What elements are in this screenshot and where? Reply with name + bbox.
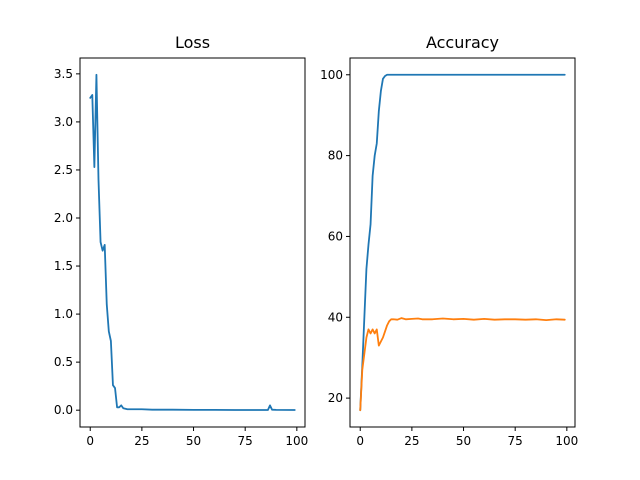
loss-y-tick-label: 2.0: [54, 211, 73, 225]
loss-y-tick-label: 0.5: [54, 355, 73, 369]
accuracy-y-ticks: 20 40 60 80 100: [320, 68, 350, 405]
accuracy-y-tick-label: 40: [328, 310, 343, 324]
loss-series-line-0: [89, 73, 296, 411]
loss-y-tick-label: 2.5: [54, 163, 73, 177]
loss-x-tick-label: 25: [134, 434, 149, 448]
loss-y-ticks: 0.0 0.5 1.0 1.5 2.0 2.5 3.0 3.5: [54, 67, 80, 417]
accuracy-y-tick-label: 20: [328, 391, 343, 405]
loss-y-tick-label: 3.0: [54, 115, 73, 129]
accuracy-series-line-0: [359, 73, 566, 412]
loss-x-tick-label: 75: [238, 434, 253, 448]
loss-x-ticks: 0 25 50 75 100: [86, 427, 308, 448]
accuracy-title: Accuracy: [426, 33, 499, 52]
accuracy-series-line-1: [359, 317, 566, 412]
loss-subplot: Loss 0 25 50 75 100 0.0 0.5 1.0 1.5 2.0 2.5 3.0 3.5: [54, 33, 308, 448]
accuracy-y-tick-label: 60: [328, 229, 343, 243]
accuracy-x-tick-label: 50: [456, 434, 471, 448]
accuracy-x-tick-label: 75: [508, 434, 523, 448]
loss-title: Loss: [175, 33, 210, 52]
loss-y-tick-label: 1.0: [54, 307, 73, 321]
loss-x-tick-label: 0: [86, 434, 94, 448]
accuracy-x-tick-label: 0: [356, 434, 364, 448]
accuracy-y-tick-label: 100: [320, 68, 343, 82]
accuracy-y-tick-label: 80: [328, 149, 343, 163]
loss-y-tick-label: 1.5: [54, 259, 73, 273]
loss-y-tick-label: 3.5: [54, 67, 73, 81]
loss-series-layer: [89, 73, 296, 411]
accuracy-x-ticks: 0 25 50 75 100: [356, 427, 578, 448]
loss-y-tick-label: 0.0: [54, 403, 73, 417]
accuracy-x-tick-label: 25: [404, 434, 419, 448]
accuracy-subplot: Accuracy 0 25 50 75 100 20 40 60 80 100: [320, 33, 578, 448]
loss-x-tick-label: 100: [285, 434, 308, 448]
loss-axes-frame: [79, 57, 306, 428]
loss-x-tick-label: 50: [186, 434, 201, 448]
accuracy-axes-frame: [349, 57, 576, 428]
accuracy-x-tick-label: 100: [555, 434, 578, 448]
accuracy-series-layer: [359, 73, 566, 412]
